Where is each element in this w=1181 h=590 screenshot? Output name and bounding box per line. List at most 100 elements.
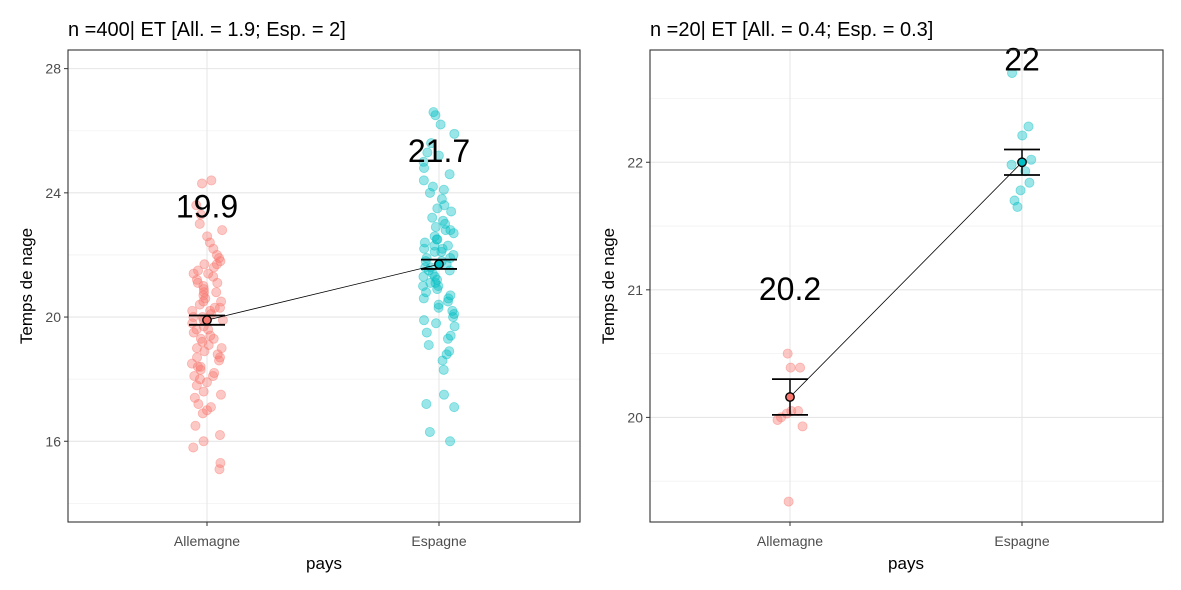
data-point: [195, 361, 206, 372]
data-point: [421, 398, 432, 409]
data-point: [199, 259, 210, 270]
data-point: [212, 277, 223, 288]
data-point: [206, 175, 217, 186]
data-point: [189, 371, 200, 382]
data-point: [429, 240, 440, 251]
data-point: [193, 398, 204, 409]
data-point: [432, 274, 443, 285]
data-point: [1017, 130, 1028, 141]
x-tick-label: Allemagne: [174, 533, 240, 549]
data-point: [214, 355, 225, 366]
data-point: [198, 290, 209, 301]
y-tick-label: 20: [627, 409, 643, 425]
data-point: [432, 234, 443, 245]
panel-left: n =400| ET [All. = 1.9; Esp. = 2] 19.9 21…: [17, 19, 581, 573]
data-point: [191, 380, 202, 391]
data-point: [197, 336, 208, 347]
x-tick-label: Espagne: [994, 533, 1049, 549]
data-point: [424, 426, 435, 437]
data-point: [1026, 154, 1037, 165]
data-point: [445, 290, 456, 301]
data-point: [426, 138, 437, 149]
panel-border: [67, 49, 581, 523]
data-point: [781, 408, 792, 419]
data-point: [1007, 67, 1018, 78]
data-point: [203, 339, 214, 350]
data-point: [782, 348, 793, 359]
data-point: [215, 389, 226, 400]
data-point: [203, 324, 214, 335]
data-point: [429, 231, 440, 242]
mean-label: 21.7: [408, 133, 470, 169]
data-point: [188, 312, 199, 323]
chart-title: n =20| ET [All. = 0.4; Esp. = 0.3]: [650, 19, 933, 41]
data-point: [433, 150, 444, 161]
data-point: [427, 212, 438, 223]
data-point: [211, 259, 222, 270]
data-point: [215, 457, 226, 468]
data-point: [442, 296, 453, 307]
data-point: [419, 243, 430, 254]
data-point: [215, 352, 226, 363]
data-point: [194, 374, 205, 385]
data-point: [198, 296, 209, 307]
y-tick-label: 21: [627, 282, 643, 298]
data-point: [422, 147, 433, 158]
data-point: [438, 215, 449, 226]
data-point: [188, 268, 199, 279]
mean-point: [202, 315, 212, 326]
data-point: [449, 402, 460, 413]
data-point: [195, 364, 206, 375]
data-point: [445, 436, 456, 447]
data-point: [785, 362, 796, 373]
y-tick-label: 28: [45, 61, 61, 77]
data-point: [215, 256, 226, 267]
data-point: [1015, 185, 1026, 196]
data-point: [449, 321, 460, 332]
data-point: [419, 162, 430, 173]
data-point: [425, 277, 436, 288]
data-point: [208, 243, 219, 254]
data-point: [208, 271, 219, 282]
data-point: [205, 330, 216, 341]
data-point: [418, 156, 429, 167]
data-point: [194, 218, 205, 229]
data-point: [209, 367, 220, 378]
data-point: [445, 225, 456, 236]
data-point: [418, 271, 429, 282]
data-point: [208, 333, 219, 344]
data-point: [211, 287, 222, 298]
x-tick-label: Espagne: [411, 533, 466, 549]
data-point: [423, 339, 434, 350]
data-point: [1024, 177, 1035, 188]
data-point: [214, 430, 225, 441]
data-point: [421, 327, 432, 338]
data-point: [216, 343, 227, 354]
data-point: [192, 352, 203, 363]
data-point: [433, 280, 444, 291]
data-point: [430, 110, 441, 121]
data-point: [438, 184, 449, 195]
data-point: [195, 209, 206, 220]
data-point: [447, 305, 458, 316]
data-point: [193, 265, 204, 276]
data-point: [432, 284, 443, 295]
data-point: [191, 200, 202, 211]
data-point: [192, 277, 203, 288]
mean-label: 20.2: [759, 271, 821, 307]
data-point: [203, 268, 214, 279]
data-point: [432, 203, 443, 214]
data-point: [433, 302, 444, 313]
mean-label: 19.9: [176, 189, 238, 225]
data-point: [188, 442, 199, 453]
data-point: [449, 308, 460, 319]
data-point: [444, 169, 455, 180]
data-point: [430, 277, 441, 288]
data-point: [201, 377, 212, 388]
data-point: [214, 253, 225, 264]
panel-border: [649, 49, 1164, 523]
data-point: [419, 237, 430, 248]
data-point: [418, 293, 429, 304]
mean-point: [434, 259, 444, 270]
